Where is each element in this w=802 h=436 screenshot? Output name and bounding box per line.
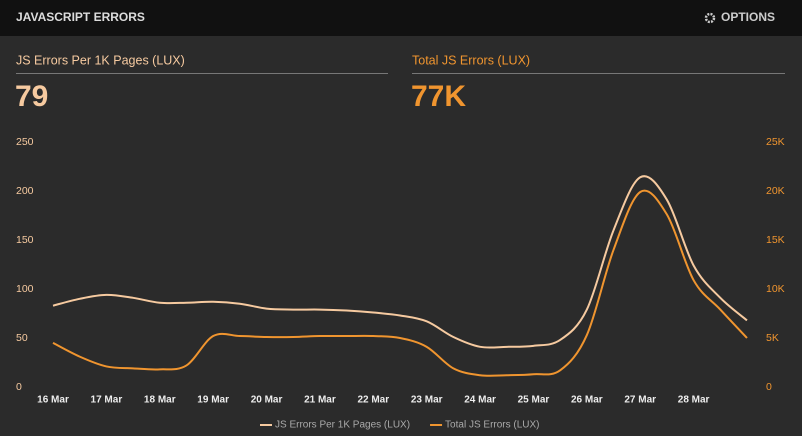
y-tick-label: 50	[16, 332, 28, 344]
y2-tick-label: 10K	[766, 283, 785, 295]
y-tick-label: 0	[16, 381, 22, 393]
series-line	[52, 175, 748, 349]
legend-label: Total JS Errors (LUX)	[445, 420, 539, 431]
header-bar	[0, 0, 802, 36]
chart: 0 50 100 150 200 250 0 5K 10K 15K 20K 25K 16 Mar 17 M…	[16, 136, 785, 431]
stat-label: JS Errors Per 1K Pages (LUX)	[16, 53, 185, 67]
stat-value: 79	[15, 80, 48, 113]
legend-label: JS Errors Per 1K Pages (LUX)	[275, 420, 410, 431]
y-tick-label: 150	[16, 234, 34, 246]
y2-tick-label: 5K	[766, 332, 779, 344]
y2-tick-label: 15K	[766, 234, 785, 246]
x-tick-label: 26 Mar	[571, 395, 603, 406]
x-tick-label: 18 Mar	[144, 395, 176, 406]
stat-label: Total JS Errors (LUX)	[412, 53, 530, 67]
x-tick-label: 21 Mar	[304, 395, 336, 406]
x-tick-label: 22 Mar	[357, 395, 389, 406]
options-label[interactable]: OPTIONS	[721, 10, 775, 24]
x-tick-label: 20 Mar	[251, 395, 283, 406]
x-tick-label: 16 Mar	[37, 395, 69, 406]
y2-tick-label: 20K	[766, 185, 785, 197]
options-button[interactable]: OPTIONS	[704, 10, 775, 24]
y-tick-label: 200	[16, 185, 34, 197]
y-tick-label: 100	[16, 283, 34, 295]
x-tick-label: 24 Mar	[464, 395, 496, 406]
x-tick-label: 23 Mar	[411, 395, 443, 406]
series-line	[52, 189, 748, 377]
gear-icon	[704, 12, 716, 24]
x-tick-label: 17 Mar	[91, 395, 123, 406]
panel-title: JAVASCRIPT ERRORS	[16, 10, 145, 24]
x-tick-label: 19 Mar	[197, 395, 229, 406]
y2-tick-label: 0	[766, 381, 772, 393]
y2-tick-label: 25K	[766, 136, 785, 148]
y-tick-label: 250	[16, 136, 34, 148]
stat-value: 77K	[411, 80, 466, 113]
x-tick-label: 25 Mar	[518, 395, 550, 406]
x-tick-label: 28 Mar	[678, 395, 710, 406]
x-tick-label: 27 Mar	[624, 395, 656, 406]
